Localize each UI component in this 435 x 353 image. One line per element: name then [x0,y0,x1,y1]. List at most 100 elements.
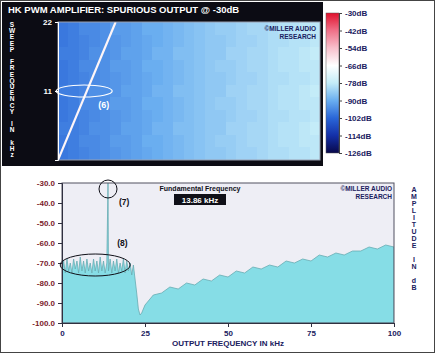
tick: -66dB [339,62,367,71]
heatmap-cell [205,110,215,123]
heatmap-cell [247,47,257,60]
heatmap-cell [184,110,194,123]
title: HK PWM AMPLIFIER: SPURIOUS OUTPUT @ -30d… [8,4,239,15]
heatmap-cell [184,85,194,98]
heatmap-cell [278,85,288,98]
heatmap-cell [68,85,78,98]
heatmap-cell [131,22,141,35]
heatmap-cell [163,47,173,60]
heatmap-cell [236,22,246,35]
heatmap-cell [68,72,78,85]
heatmap-cell [289,72,299,85]
heatmap-cell [79,60,89,73]
heatmap-cell [194,22,204,35]
heatmap-cell [278,97,288,110]
heatmap-cell [121,97,131,110]
heatmap-cell [299,147,309,160]
heatmap-cell [142,35,152,48]
tick-mark [339,48,342,49]
tick: -40.0 [37,199,62,208]
tick: -126dB [339,149,372,158]
tick-label: -100.0 [32,319,55,328]
heatmap-cell [299,110,309,123]
figure: HK PWM AMPLIFIER: SPURIOUS OUTPUT @ -30d… [0,0,435,353]
heatmap-cell [257,97,267,110]
tick: -30dB [339,9,367,18]
heatmap-cell [58,122,68,135]
heatmap-cell [194,110,204,123]
heatmap-cell [58,60,68,73]
readout-label: Fundamental Frequency [160,185,241,193]
heatmap-cell [247,135,257,148]
heatmap-cell [121,122,131,135]
heatmap-cell [289,47,299,60]
heatmap-cell [257,135,267,148]
tick-label: -60.0 [37,239,56,248]
heatmap-cell [142,110,152,123]
heatmap-cell [163,22,173,35]
heatmap-cell [205,60,215,73]
tick: -102dB [339,114,372,123]
tick-label: 0 [60,329,65,338]
heatmap-cell [268,85,278,98]
heatmap-cell [89,110,99,123]
heatmap-cell [121,72,131,85]
annotation: (8) [117,238,128,248]
heatmap-cell [226,72,236,85]
tick-label: 100 [388,329,402,338]
heatmap-cell [236,147,246,160]
colorbar [326,13,339,153]
tick: 100 [388,323,402,338]
heatmap-cell [100,122,110,135]
annotation-ellipse [60,254,130,276]
heatmap-cell [205,35,215,48]
heatmap-cell [152,147,162,160]
heatmap-cell [163,35,173,48]
tick: -80.0 [37,279,62,288]
heatmap-cell [68,22,78,35]
heatmap-cell [58,97,68,110]
tick-mark [339,118,342,119]
axis: 2211 [43,18,58,160]
heatmap-cell [215,110,225,123]
tick-label: -126dB [345,149,372,158]
plot-frame [62,183,394,323]
heatmap-cell [236,85,246,98]
heatmap-cell [79,22,89,35]
heatmap-cell [205,72,215,85]
heatmap-cell [310,85,320,98]
heatmap-cell [89,35,99,48]
heatmap-cell [236,122,246,135]
heatmap-cell [163,122,173,135]
heatmap-cell [215,122,225,135]
tick: 25 [141,323,150,338]
heatmap-cell [121,147,131,160]
tick-mark [58,203,62,204]
heatmap-cell [226,122,236,135]
readout-value: 13.86 kHz [182,196,218,205]
readout-box [174,194,226,205]
axis: -30dB-42dB-54dB-66dB-78dB-90dB-102dB-114… [339,9,372,158]
heatmap-cell [299,60,309,73]
tick-label: -54dB [345,44,367,53]
heatmap-cell [142,60,152,73]
heatmap-cell [79,147,89,160]
tick: 22 [43,18,58,27]
heatmap-cell [205,47,215,60]
heatmap-cell [152,35,162,48]
heatmap-cell [121,85,131,98]
tick-label: 25 [141,329,150,338]
tick-label: -30dB [345,9,367,18]
heatmap-cell [310,60,320,73]
heatmap-cell [205,147,215,160]
heatmap-cell [215,60,225,73]
heatmap-cell [236,72,246,85]
heatmap-cell [299,135,309,148]
heatmap-cell [299,85,309,98]
heatmap-cell [131,35,141,48]
heatmap-cell [131,47,141,60]
tick-mark [58,243,62,244]
heatmap-cell [163,135,173,148]
tick-mark [55,22,58,23]
heatmap-cell [226,35,236,48]
